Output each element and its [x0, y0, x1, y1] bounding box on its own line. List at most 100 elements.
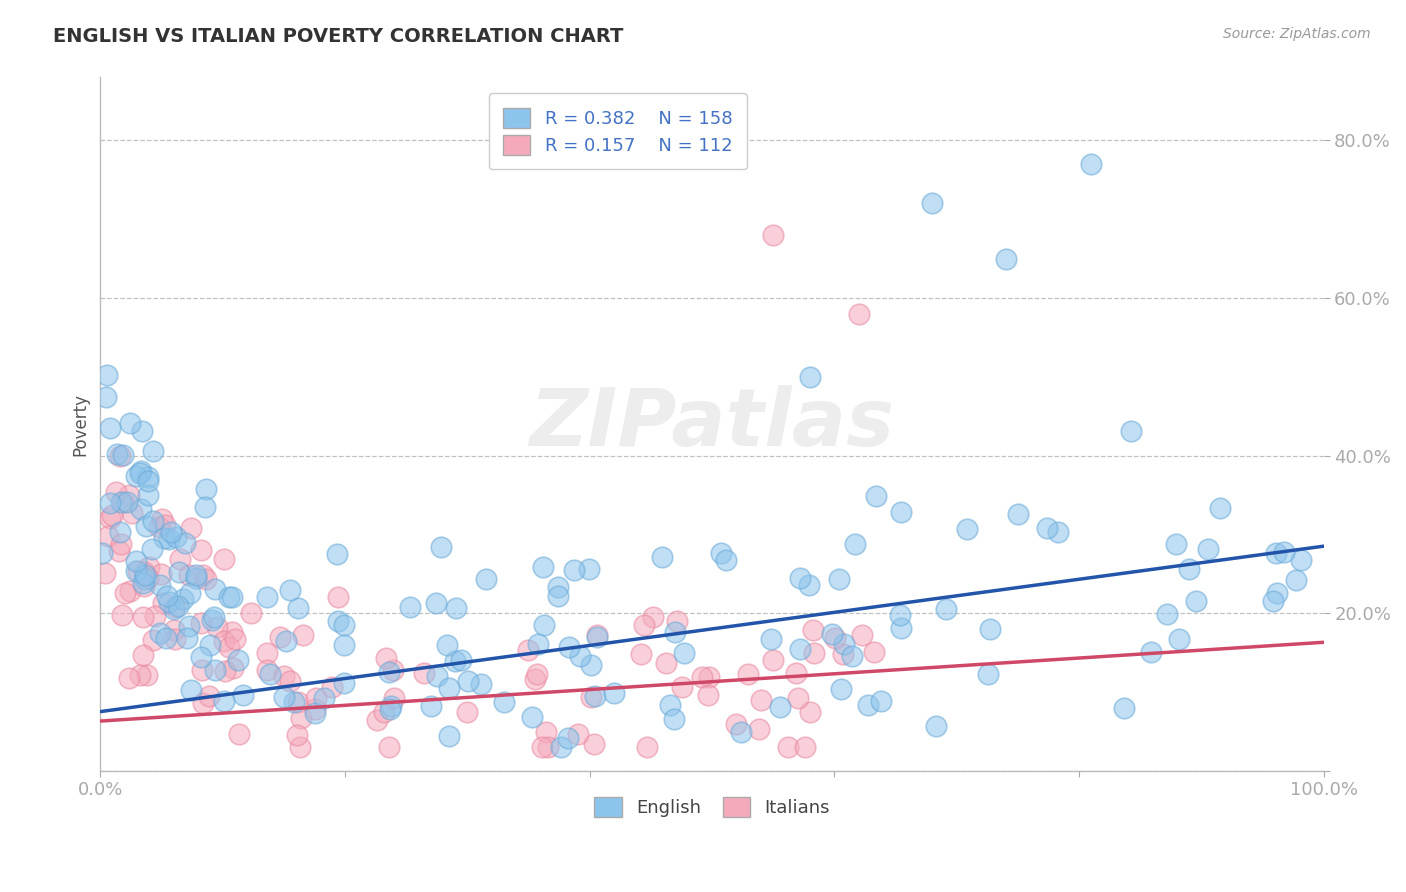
- Point: [273, 668, 295, 682]
- Point: [131, 502, 153, 516]
- Point: [470, 677, 492, 691]
- Point: [550, 740, 572, 755]
- Point: [492, 695, 515, 709]
- Point: [163, 624, 186, 638]
- Point: [531, 560, 554, 574]
- Point: [142, 514, 165, 528]
- Point: [193, 696, 215, 710]
- Point: [328, 591, 350, 605]
- Point: [762, 227, 785, 242]
- Point: [194, 572, 217, 586]
- Point: [1265, 585, 1288, 599]
- Point: [769, 700, 792, 714]
- Point: [190, 616, 212, 631]
- Point: [443, 653, 465, 667]
- Point: [516, 643, 538, 657]
- Point: [136, 571, 159, 585]
- Point: [382, 663, 405, 677]
- Point: [420, 699, 443, 714]
- Point: [586, 630, 609, 644]
- Point: [759, 632, 782, 646]
- Point: [304, 706, 326, 721]
- Point: [98, 421, 121, 435]
- Point: [152, 596, 174, 610]
- Point: [425, 596, 447, 610]
- Point: [214, 551, 236, 566]
- Point: [384, 690, 406, 705]
- Point: [737, 666, 759, 681]
- Point: [436, 638, 458, 652]
- Point: [630, 648, 652, 662]
- Legend: English, Italians: English, Italians: [588, 789, 837, 824]
- Point: [259, 667, 281, 681]
- Point: [214, 664, 236, 678]
- Point: [149, 578, 172, 592]
- Point: [202, 609, 225, 624]
- Point: [312, 691, 335, 706]
- Point: [118, 487, 141, 501]
- Point: [710, 546, 733, 560]
- Point: [748, 722, 770, 736]
- Point: [863, 645, 886, 659]
- Point: [828, 572, 851, 586]
- Point: [956, 522, 979, 536]
- Point: [697, 689, 720, 703]
- Point: [375, 650, 398, 665]
- Point: [697, 670, 720, 684]
- Point: [305, 691, 328, 706]
- Point: [149, 625, 172, 640]
- Point: [150, 567, 173, 582]
- Point: [204, 582, 226, 596]
- Point: [288, 740, 311, 755]
- Point: [105, 484, 128, 499]
- Point: [399, 599, 422, 614]
- Point: [761, 653, 783, 667]
- Point: [131, 424, 153, 438]
- Point: [120, 584, 142, 599]
- Point: [725, 717, 748, 731]
- Point: [118, 671, 141, 685]
- Point: [198, 638, 221, 652]
- Point: [664, 624, 686, 639]
- Point: [221, 624, 243, 639]
- Point: [155, 631, 177, 645]
- Point: [633, 617, 655, 632]
- Point: [456, 705, 478, 719]
- Point: [285, 728, 308, 742]
- Point: [994, 252, 1017, 266]
- Point: [172, 591, 194, 606]
- Point: [534, 724, 557, 739]
- Point: [173, 536, 195, 550]
- Point: [794, 740, 817, 755]
- Point: [786, 691, 808, 706]
- Point: [662, 712, 685, 726]
- Point: [925, 719, 948, 733]
- Y-axis label: Poverty: Poverty: [72, 392, 89, 456]
- Point: [475, 572, 498, 586]
- Point: [378, 740, 401, 755]
- Point: [125, 554, 148, 568]
- Point: [121, 506, 143, 520]
- Point: [138, 560, 160, 574]
- Point: [533, 618, 555, 632]
- Point: [921, 196, 943, 211]
- Point: [180, 520, 202, 534]
- Point: [134, 566, 156, 580]
- Point: [256, 663, 278, 677]
- Point: [848, 307, 870, 321]
- Point: [547, 589, 569, 603]
- Point: [558, 640, 581, 654]
- Point: [366, 713, 388, 727]
- Point: [803, 646, 825, 660]
- Point: [865, 489, 887, 503]
- Point: [111, 448, 134, 462]
- Point: [568, 648, 591, 663]
- Point: [224, 632, 246, 646]
- Point: [935, 601, 957, 615]
- Point: [1263, 593, 1285, 607]
- Point: [218, 590, 240, 604]
- Point: [212, 633, 235, 648]
- Point: [890, 621, 912, 635]
- Point: [841, 648, 863, 663]
- Point: [134, 568, 156, 582]
